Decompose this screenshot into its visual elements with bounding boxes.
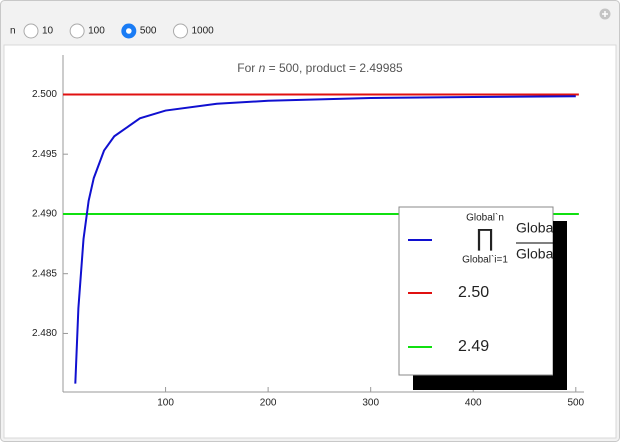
title-var: n [259, 61, 266, 75]
y-tick-label: 2.500 [32, 89, 57, 100]
title-prefix: For [237, 61, 258, 75]
x-tick-label: 200 [260, 398, 277, 409]
legend: Global`n ∏ Global`i=1 Globa Globa 2.50 2.… [398, 206, 567, 390]
x-tick-label: 500 [567, 398, 584, 409]
legend-symbol: ∏ [475, 224, 495, 251]
radio-dot [126, 28, 132, 34]
chart-title: For n = 500, product = 2.49985 [237, 61, 403, 75]
plot-area: 100 200 300 400 500 2.480 2.485 2.490 2.495 2.500 [32, 55, 585, 409]
radio-button[interactable] [173, 23, 188, 39]
legend-numerator: Globa [516, 220, 554, 236]
legend-denominator: Globa [516, 246, 554, 262]
control-label: n [10, 26, 16, 37]
y-tick-label: 2.480 [32, 328, 57, 339]
radio-label[interactable]: 10 [42, 26, 54, 37]
y-tick-label: 2.495 [32, 149, 57, 160]
radio-button[interactable] [69, 23, 85, 39]
add-icon [602, 11, 608, 17]
title-suffix: = 500, product = 2.49985 [265, 61, 403, 75]
x-tick-label: 300 [362, 398, 379, 409]
legend-clip [553, 221, 567, 390]
y-tick-label: 2.485 [32, 268, 57, 279]
legend-upper: Global`n [466, 212, 504, 224]
radio-group: 10 100 500 1000 [23, 23, 215, 39]
x-tick-label: 100 [157, 398, 174, 409]
legend-label: 2.49 [458, 338, 489, 355]
series-line [74, 95, 576, 384]
radio-label[interactable]: 500 [140, 26, 157, 37]
radio-label[interactable]: 100 [88, 26, 105, 37]
legend-lower: Global`i=1 [462, 254, 508, 266]
radio-button[interactable] [23, 23, 39, 39]
x-tick-label: 400 [465, 398, 482, 409]
y-tick-label: 2.490 [32, 209, 57, 220]
radio-label[interactable]: 1000 [192, 26, 215, 37]
legend-label: 2.50 [458, 284, 489, 301]
